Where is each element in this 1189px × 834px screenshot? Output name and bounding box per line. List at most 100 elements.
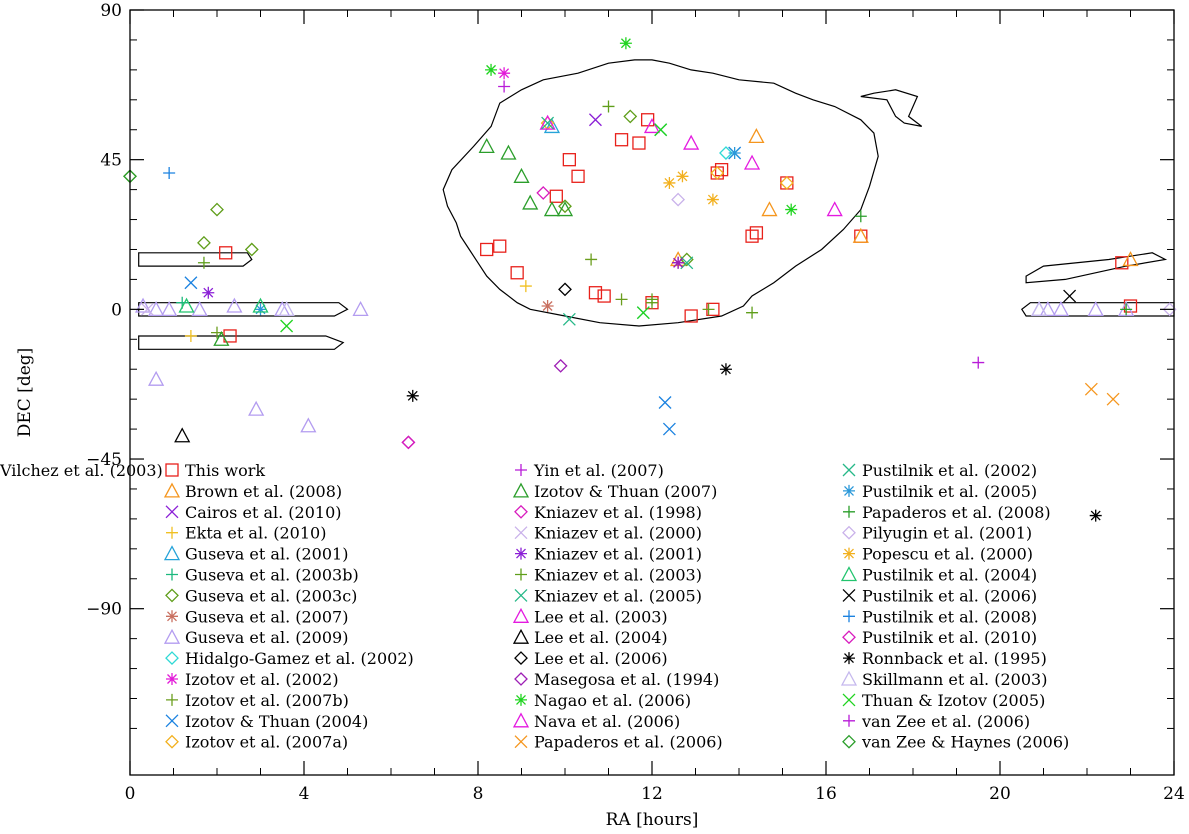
legend-marker: [843, 714, 855, 727]
data-point: [556, 201, 574, 217]
legend-marker: [165, 651, 179, 666]
data-point: [226, 297, 243, 313]
data-point: [1115, 256, 1129, 270]
legend-marker: [163, 628, 181, 644]
legend-marker: [843, 610, 855, 623]
data-point: [197, 256, 210, 269]
data-point: [684, 309, 698, 323]
legend-item: Lee et al. (2003): [512, 607, 668, 626]
legend-label: Nava et al. (2006): [534, 712, 680, 731]
x-tick-label: 4: [299, 784, 310, 804]
legend-marker: [842, 525, 856, 540]
legend-item: Izotov et al. (2007b): [166, 691, 349, 710]
legend-item: This work: [165, 461, 265, 480]
legend-label: Lee et al. (2003): [534, 607, 668, 626]
legend-item: Izotov et al. (2007a): [165, 733, 348, 752]
legend-item: Guseva et al. (2007): [166, 607, 348, 626]
data-point: [702, 303, 715, 316]
data-point: [1122, 251, 1139, 267]
legend-label: Guseva et al. (2003c): [185, 586, 357, 605]
legend-item: Yin et al. (2007): [515, 461, 664, 480]
legend-marker: [163, 545, 181, 561]
legend-marker: [512, 607, 530, 623]
data-point: [588, 286, 603, 300]
legend-label: Izotov & Thuan (2004): [185, 712, 368, 731]
legend-marker: [165, 714, 179, 728]
data-point: [710, 166, 725, 180]
data-point: [252, 297, 269, 313]
legend-item: Pustilnik et al. (2004): [840, 566, 1037, 585]
coverage-contour: [860, 89, 923, 127]
data-point: [676, 170, 689, 183]
legend-item: van Zee & Haynes (2006): [842, 733, 1069, 752]
data-point: [478, 137, 495, 154]
data-point: [1031, 300, 1048, 316]
data-point: [585, 253, 598, 266]
legend-marker: [514, 526, 528, 540]
x-axis-label: RA [hours]: [606, 810, 699, 830]
legend-label: Vilchez et al. (2003): [0, 461, 163, 480]
legend-marker: [514, 588, 528, 602]
data-point: [191, 300, 208, 316]
axis-ticks: [129, 9, 1175, 775]
legend-label: Cairos et al. (2010): [185, 503, 342, 522]
legend-item: Vilchez et al. (2003): [0, 461, 163, 480]
data-point: [826, 201, 843, 217]
legend-label: Pilyugin et al. (2001): [862, 524, 1032, 543]
data-point: [615, 293, 628, 306]
legend-label: Thuan & Izotov (2005): [862, 691, 1045, 710]
legend-item: Guseva et al. (2009): [163, 628, 348, 647]
data-point: [278, 300, 295, 316]
data-point: [706, 193, 719, 206]
legend-label: This work: [185, 461, 265, 480]
legend-label: Papaderos et al. (2006): [534, 733, 723, 752]
x-tick-label: 0: [125, 784, 136, 804]
data-point: [406, 389, 419, 402]
legend-label: Guseva et al. (2001): [185, 545, 348, 564]
legend-item: Pustilnik et al. (2008): [843, 607, 1037, 626]
legend-label: Kniazev et al. (2003): [534, 566, 702, 585]
legend-item: Hidalgo-Gamez et al. (2002): [165, 649, 414, 668]
legend-item: Kniazev et al. (2000): [514, 524, 702, 543]
data-point: [1052, 300, 1069, 316]
data-point: [210, 202, 224, 217]
data-point: [636, 306, 650, 320]
data-point: [571, 169, 585, 183]
legend-label: Brown et al. (2008): [185, 482, 342, 501]
sky-coverage-contours: [138, 59, 1175, 350]
data-point: [710, 166, 724, 180]
legend-label: Yin et al. (2007): [533, 461, 664, 480]
legend-item: Izotov et al. (2002): [166, 670, 339, 689]
legend-label: Kniazev et al. (2001): [534, 545, 702, 564]
legend-marker: [514, 504, 528, 519]
data-point: [1039, 300, 1056, 316]
legend-label: Skillmann et al. (2003): [862, 670, 1047, 689]
data-point: [498, 67, 511, 80]
legend-item: Guseva et al. (2003c): [165, 586, 357, 605]
data-point: [646, 293, 658, 306]
legend-label: Guseva et al. (2007): [185, 607, 348, 626]
data-point: [300, 417, 317, 433]
data-point: [714, 163, 729, 177]
data-point: [553, 358, 568, 373]
data-point: [536, 186, 551, 200]
data-point: [602, 100, 615, 113]
data-point: [519, 280, 532, 293]
data-point: [184, 276, 198, 290]
legend-label: Lee et al. (2004): [534, 628, 668, 647]
legend-label: Masegosa et al. (1994): [534, 670, 719, 689]
data-point: [541, 116, 555, 130]
legend-label: Pustilnik et al. (2008): [862, 607, 1037, 626]
data-point: [597, 289, 611, 303]
coverage-contour: [1025, 252, 1168, 284]
data-point: [213, 330, 230, 346]
data-point: [541, 300, 554, 313]
legend-marker: [165, 734, 179, 749]
data-point: [663, 176, 676, 189]
data-point: [1120, 303, 1133, 316]
x-tick-label: 20: [989, 784, 1011, 804]
legend-label: van Zee & Haynes (2006): [861, 733, 1069, 752]
legend-label: Izotov et al. (2007b): [185, 691, 349, 710]
legend-label: Lee et al. (2006): [534, 649, 668, 668]
